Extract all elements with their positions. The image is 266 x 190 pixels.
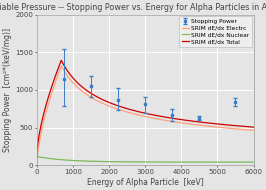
SRIM dE/dx Electrc xyxy=(141,115,144,117)
Y-axis label: Stopping Power  [cm²*(keV/mg)]: Stopping Power [cm²*(keV/mg)] xyxy=(3,28,13,152)
SRIM dE/dx Electrc xyxy=(252,129,255,131)
Line: SRIM dE/dx Electrc: SRIM dE/dx Electrc xyxy=(37,66,253,164)
SRIM dE/dx Total xyxy=(35,154,38,156)
SRIM dE/dx Total xyxy=(252,126,255,128)
SRIM dE/dx Total xyxy=(141,112,144,114)
Title: Variable Pressure -- Stopping Power vs. Energy for Alpha Particles in Argon Gas: Variable Pressure -- Stopping Power vs. … xyxy=(0,3,266,13)
SRIM dE/dx Electrc xyxy=(60,65,63,67)
X-axis label: Energy of Alpha Particle  [keV]: Energy of Alpha Particle [keV] xyxy=(87,177,203,187)
SRIM dE/dx Nuclear xyxy=(140,161,144,163)
SRIM dE/dx Total xyxy=(46,98,49,100)
SRIM dE/dx Electrc xyxy=(35,163,38,165)
SRIM dE/dx Nuclear xyxy=(46,157,49,159)
SRIM dE/dx Electrc xyxy=(246,129,249,131)
SRIM dE/dx Total xyxy=(246,126,249,128)
SRIM dE/dx Total xyxy=(135,110,138,112)
SRIM dE/dx Electrc xyxy=(206,125,209,127)
SRIM dE/dx Nuclear xyxy=(206,161,209,163)
SRIM dE/dx Electrc xyxy=(46,105,49,107)
SRIM dE/dx Nuclear xyxy=(246,161,249,163)
Line: SRIM dE/dx Nuclear: SRIM dE/dx Nuclear xyxy=(37,157,253,162)
SRIM dE/dx Electrc xyxy=(246,129,249,131)
SRIM dE/dx Nuclear xyxy=(35,155,38,158)
SRIM dE/dx Electrc xyxy=(135,113,138,116)
SRIM dE/dx Total xyxy=(60,59,63,62)
SRIM dE/dx Nuclear xyxy=(135,161,138,163)
Legend: Stopping Power, SRIM dE/dx Electrc, SRIM dE/dx Nuclear, SRIM dE/dx Total: Stopping Power, SRIM dE/dx Electrc, SRIM… xyxy=(179,16,252,47)
Line: SRIM dE/dx Total: SRIM dE/dx Total xyxy=(37,60,253,155)
SRIM dE/dx Nuclear xyxy=(252,161,255,163)
SRIM dE/dx Total xyxy=(206,122,209,124)
SRIM dE/dx Nuclear xyxy=(246,161,249,163)
SRIM dE/dx Total xyxy=(246,126,249,128)
